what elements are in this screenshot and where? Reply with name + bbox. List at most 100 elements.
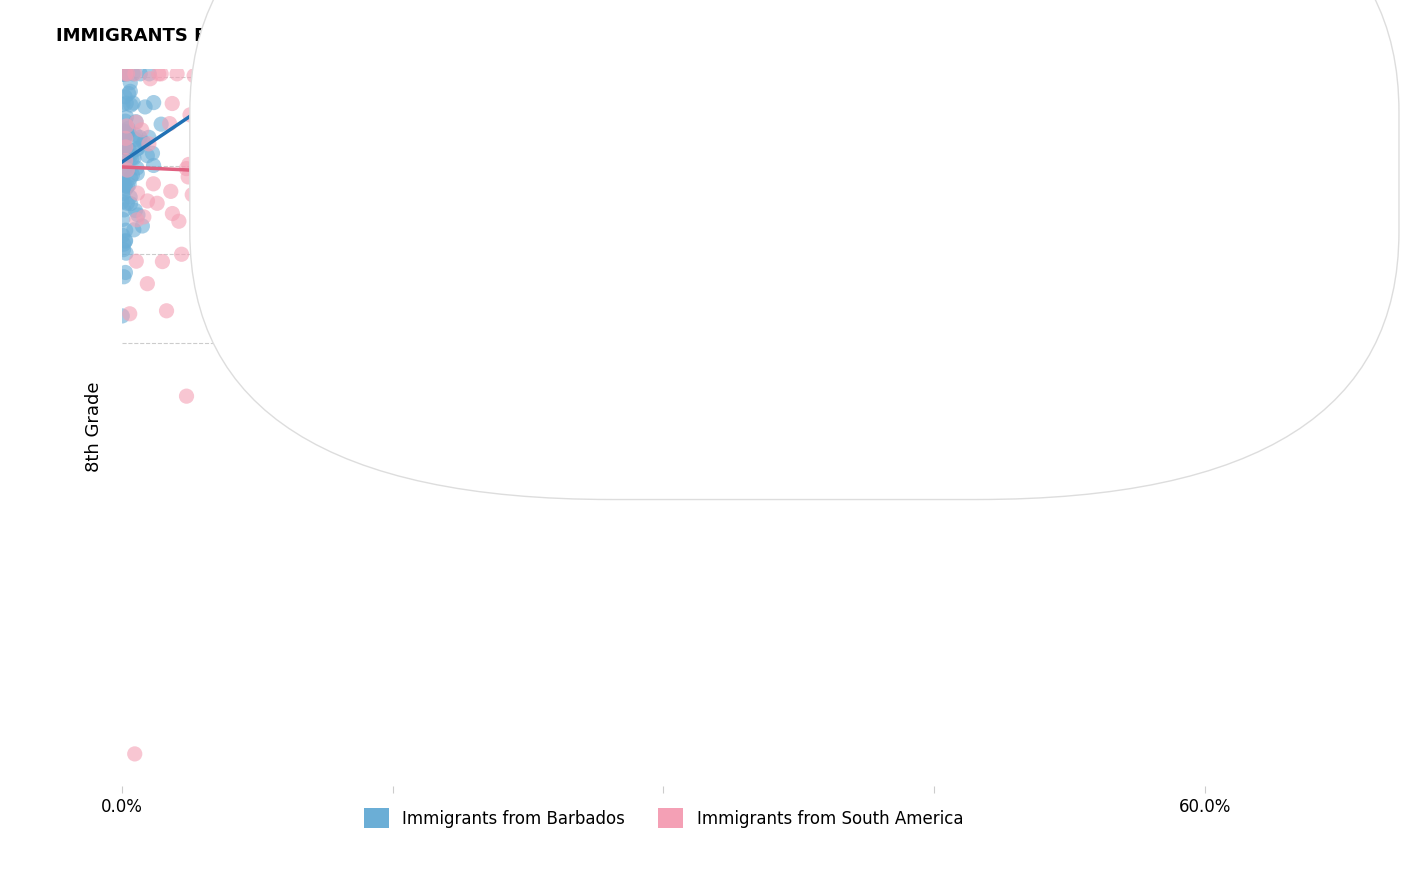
Immigrants from South America bbox=[159, 185, 181, 199]
Immigrants from Barbados bbox=[111, 195, 134, 210]
Immigrants from South America bbox=[124, 747, 146, 761]
Immigrants from Barbados bbox=[138, 67, 160, 81]
Immigrants from South America bbox=[235, 212, 257, 227]
Immigrants from South America bbox=[257, 162, 280, 177]
Immigrants from Barbados bbox=[111, 128, 134, 143]
Immigrants from South America bbox=[232, 228, 254, 243]
Immigrants from South America bbox=[602, 148, 624, 162]
Immigrants from Barbados bbox=[115, 126, 138, 140]
Immigrants from Barbados bbox=[121, 151, 143, 165]
Immigrants from Barbados bbox=[150, 117, 173, 131]
Immigrants from South America bbox=[281, 72, 304, 87]
Text: ZIPatlas: ZIPatlas bbox=[472, 423, 853, 503]
Immigrants from South America bbox=[508, 207, 530, 221]
Immigrants from Barbados bbox=[114, 178, 136, 193]
Immigrants from Barbados bbox=[112, 237, 135, 252]
Text: R =: R = bbox=[661, 174, 695, 192]
Immigrants from South America bbox=[228, 121, 250, 136]
Text: N=: N= bbox=[808, 174, 837, 192]
Immigrants from Barbados bbox=[111, 124, 134, 138]
Immigrants from Barbados bbox=[118, 148, 141, 162]
Immigrants from Barbados bbox=[111, 228, 134, 243]
Immigrants from Barbados bbox=[141, 146, 163, 161]
Immigrants from South America bbox=[162, 206, 184, 220]
Text: IMMIGRANTS FROM BARBADOS VS IMMIGRANTS FROM SOUTH AMERICA 8TH GRADE CORRELATION : IMMIGRANTS FROM BARBADOS VS IMMIGRANTS F… bbox=[56, 27, 1126, 45]
Immigrants from South America bbox=[124, 67, 146, 81]
Immigrants from Barbados bbox=[114, 160, 136, 174]
Immigrants from Barbados bbox=[132, 136, 155, 150]
Immigrants from South America bbox=[148, 67, 170, 81]
Immigrants from South America bbox=[240, 105, 263, 120]
Immigrants from Barbados bbox=[111, 309, 134, 323]
Immigrants from South America bbox=[269, 185, 291, 199]
Immigrants from Barbados bbox=[114, 128, 136, 142]
Immigrants from Barbados bbox=[120, 98, 142, 112]
Immigrants from Barbados bbox=[124, 128, 146, 142]
Immigrants from Barbados bbox=[112, 269, 135, 284]
Immigrants from Barbados bbox=[114, 234, 136, 248]
Immigrants from South America bbox=[118, 307, 141, 321]
Immigrants from Barbados bbox=[117, 196, 139, 211]
Immigrants from South America bbox=[298, 211, 321, 225]
Immigrants from South America bbox=[208, 98, 231, 112]
Immigrants from Barbados bbox=[111, 67, 134, 81]
Immigrants from Barbados bbox=[120, 149, 142, 163]
Immigrants from South America bbox=[176, 161, 198, 176]
Immigrants from Barbados bbox=[118, 143, 141, 157]
Immigrants from Barbados bbox=[111, 67, 134, 81]
Immigrants from South America bbox=[350, 200, 373, 214]
Immigrants from Barbados bbox=[112, 165, 135, 179]
Immigrants from Barbados bbox=[125, 142, 148, 156]
Immigrants from South America bbox=[413, 67, 436, 81]
Immigrants from South America bbox=[283, 191, 305, 205]
Immigrants from Barbados bbox=[136, 149, 159, 163]
Immigrants from Barbados bbox=[111, 172, 134, 186]
Immigrants from Barbados bbox=[127, 166, 149, 180]
Immigrants from South America bbox=[285, 144, 308, 158]
Immigrants from South America bbox=[176, 389, 198, 403]
Immigrants from South America bbox=[127, 186, 149, 201]
Immigrants from South America bbox=[441, 281, 464, 295]
Immigrants from South America bbox=[291, 256, 314, 270]
Immigrants from Barbados bbox=[131, 219, 153, 233]
Immigrants from South America bbox=[117, 163, 139, 178]
Immigrants from South America bbox=[170, 247, 193, 261]
Immigrants from South America bbox=[212, 67, 235, 81]
Immigrants from South America bbox=[429, 77, 451, 91]
Immigrants from South America bbox=[464, 102, 486, 116]
Immigrants from Barbados bbox=[112, 67, 135, 81]
Immigrants from South America bbox=[146, 196, 169, 211]
Immigrants from South America bbox=[183, 69, 205, 83]
Immigrants from South America bbox=[262, 179, 284, 194]
Immigrants from South America bbox=[225, 95, 247, 110]
Immigrants from Barbados bbox=[122, 67, 145, 81]
Immigrants from South America bbox=[166, 67, 188, 81]
Immigrants from South America bbox=[177, 157, 200, 171]
Immigrants from Barbados bbox=[115, 246, 138, 260]
Immigrants from Barbados bbox=[120, 170, 142, 185]
Immigrants from South America bbox=[285, 289, 308, 303]
Immigrants from South America bbox=[201, 310, 224, 325]
Immigrants from South America bbox=[589, 100, 612, 114]
Immigrants from Barbados bbox=[117, 179, 139, 194]
Text: N=: N= bbox=[808, 120, 837, 138]
Immigrants from Barbados bbox=[114, 265, 136, 279]
Immigrants from Barbados bbox=[115, 67, 138, 81]
Immigrants from South America bbox=[221, 67, 243, 81]
Immigrants from South America bbox=[402, 179, 425, 194]
Immigrants from South America bbox=[114, 140, 136, 154]
Immigrants from Barbados bbox=[112, 178, 135, 192]
Immigrants from Barbados bbox=[114, 223, 136, 237]
Immigrants from Barbados bbox=[115, 96, 138, 111]
Immigrants from Barbados bbox=[112, 135, 135, 149]
Immigrants from Barbados bbox=[127, 141, 149, 155]
Immigrants from Barbados bbox=[112, 141, 135, 155]
Immigrants from Barbados bbox=[112, 140, 135, 154]
Immigrants from Barbados bbox=[112, 67, 135, 81]
Immigrants from South America bbox=[136, 277, 159, 291]
Immigrants from Barbados bbox=[114, 114, 136, 128]
Immigrants from Barbados bbox=[142, 158, 165, 172]
Immigrants from South America bbox=[329, 131, 352, 145]
Immigrants from South America bbox=[491, 170, 513, 185]
Immigrants from South America bbox=[254, 195, 277, 210]
